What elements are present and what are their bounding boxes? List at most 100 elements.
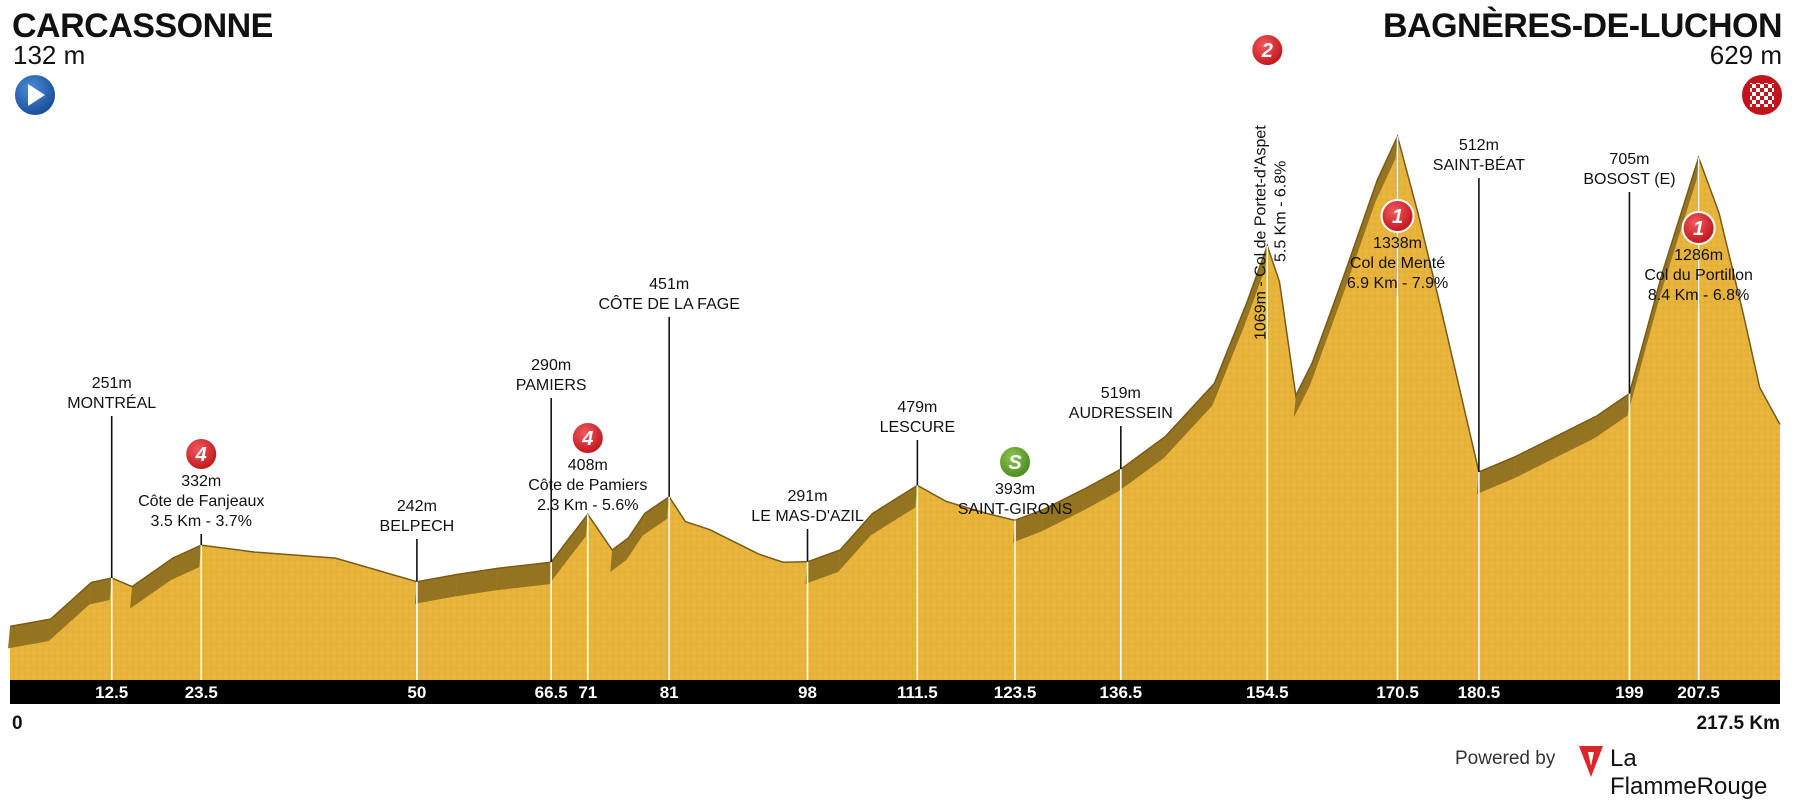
finish-altitude: 629 m	[1709, 40, 1782, 70]
location-name: LESCURE	[880, 419, 956, 436]
location-altitude: 479m	[897, 399, 937, 416]
start-altitude: 132 m	[13, 40, 86, 70]
svg-text:1: 1	[1392, 206, 1403, 228]
climb-vertical-label: 1069m - Col de Portet-d'Aspet 5.5 Km - 6.…	[1252, 125, 1289, 340]
slope-shade	[1310, 273, 1345, 386]
x-tick-label: 66.5	[535, 683, 568, 702]
slope-shade	[130, 558, 173, 609]
sprint-badge: S	[998, 445, 1033, 479]
slope-shade	[1212, 302, 1247, 406]
x-tick-label: 136.5	[1100, 683, 1143, 702]
slope-shade	[1375, 136, 1398, 203]
slope-shade	[89, 578, 112, 605]
finish-town-name: BAGNÈRES-DE-LUCHON	[1383, 7, 1783, 45]
distance-axis-bar	[10, 680, 1780, 704]
slope-shade	[1293, 363, 1313, 418]
location-altitude: 1338m	[1373, 235, 1422, 252]
location-name: SAINT-GIRONS	[958, 501, 1073, 518]
climb-detail: 2.3 Km - 5.6%	[537, 497, 638, 514]
x-tick-label: 81	[660, 683, 679, 702]
x-tick-label: 123.5	[994, 683, 1037, 702]
flamme-rouge-icon	[1579, 746, 1603, 777]
x-tick-label: 111.5	[897, 683, 938, 702]
location-name: Col de Menté	[1350, 255, 1445, 272]
slope-shade	[1082, 469, 1121, 512]
slope-shade	[414, 574, 458, 604]
location-name: BOSOST (E)	[1583, 171, 1675, 188]
slope-shade	[626, 513, 645, 560]
x-tick-label: 180.5	[1458, 683, 1501, 702]
slope-shade	[610, 537, 629, 572]
svg-text:5.5 Km - 6.8%: 5.5 Km - 6.8%	[1272, 161, 1289, 262]
x-tick-label: 199	[1615, 683, 1643, 702]
svg-text:2: 2	[1261, 40, 1273, 62]
location-name: CÔTE DE LA FAGE	[598, 294, 739, 313]
climb-detail: 6.9 Km - 7.9%	[1347, 275, 1448, 292]
slope-shade	[838, 513, 873, 572]
slope-shade	[455, 568, 499, 597]
location-altitude: 512m	[1459, 137, 1499, 154]
slope-shade	[1118, 436, 1166, 492]
location-name: MONTRÉAL	[67, 393, 156, 412]
slope-shade	[1041, 489, 1085, 532]
location-altitude: 291m	[788, 488, 828, 505]
terrain-area	[10, 136, 1780, 680]
location-name: AUDRESSEIN	[1069, 405, 1173, 422]
slope-shade	[1660, 157, 1699, 296]
location-name: PAMIERS	[516, 377, 587, 394]
slope-shade	[561, 514, 588, 568]
location-name: Côte de Pamiers	[528, 477, 647, 494]
location-name: Côte de Fanjeaux	[138, 493, 264, 510]
svg-text:4: 4	[195, 444, 207, 466]
axis-start-label: 0	[12, 713, 23, 734]
location-altitude: 408m	[568, 457, 608, 474]
x-tick-label: 50	[407, 683, 426, 702]
climb-badge-cat-1: 1	[1380, 199, 1415, 233]
profile-line	[9, 134, 1781, 628]
location-altitude: 451m	[649, 276, 689, 293]
slope-shade	[1013, 509, 1044, 543]
climb-detail: 8.4 Km - 6.8%	[1648, 287, 1749, 304]
checkered-flag-icon	[1740, 73, 1784, 117]
x-tick-label: 170.5	[1376, 683, 1419, 702]
location-altitude: 242m	[397, 498, 437, 515]
slope-shade	[1627, 273, 1662, 416]
powered-by-text: Powered by	[1455, 748, 1556, 769]
x-tick-label: 154.5	[1246, 683, 1289, 702]
x-tick-label: 98	[798, 683, 817, 702]
slope-shade	[642, 496, 670, 536]
axis-end-label: 217.5 Km	[1697, 713, 1780, 734]
slope-shade	[8, 619, 51, 649]
slope-shade	[1342, 180, 1378, 296]
slope-shade	[48, 582, 92, 642]
slope-shade	[496, 562, 552, 591]
location-altitude: 393m	[995, 481, 1035, 498]
climb-badge-cat-1: 1	[1681, 211, 1716, 245]
slope-shade	[170, 545, 202, 581]
location-altitude: 332m	[181, 473, 221, 490]
x-tick-label: 12.5	[95, 683, 128, 702]
svg-text:S: S	[1008, 452, 1022, 474]
x-tick-label: 71	[578, 683, 597, 702]
slope-shade	[1244, 245, 1268, 325]
slope-shade	[1476, 456, 1516, 494]
x-tick-label: 207.5	[1677, 683, 1720, 702]
svg-text:4: 4	[581, 428, 593, 450]
slope-shade	[549, 545, 564, 585]
location-name: SAINT-BÉAT	[1433, 155, 1525, 174]
location-name: Col du Portillon	[1644, 267, 1753, 284]
slope-shade	[1163, 383, 1215, 459]
location-altitude: 519m	[1101, 385, 1141, 402]
x-tick-label: 23.5	[185, 683, 218, 702]
location-altitude: 251m	[92, 375, 132, 392]
svg-text:1069m - Col de Portet-d'Aspet: 1069m - Col de Portet-d'Aspet	[1252, 125, 1269, 340]
location-name: BELPECH	[380, 518, 455, 535]
location-altitude: 705m	[1609, 151, 1649, 168]
location-altitude: 1286m	[1674, 247, 1723, 264]
slope-shade	[805, 550, 841, 584]
location-altitude: 290m	[531, 357, 571, 374]
slope-shade	[1513, 436, 1557, 479]
climb-badge-cat-4: 4	[184, 437, 219, 471]
